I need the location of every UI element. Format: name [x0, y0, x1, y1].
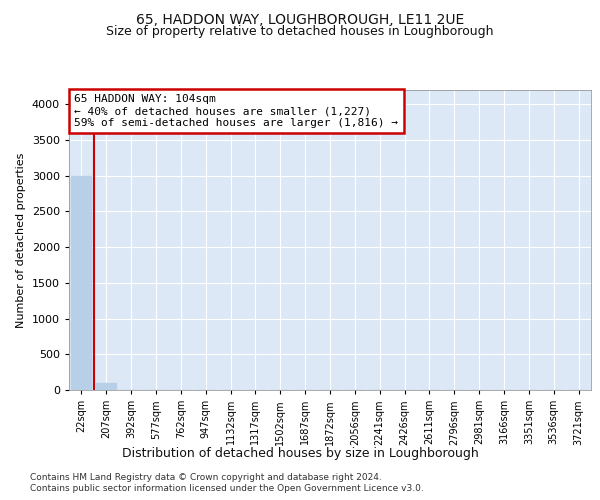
Text: Contains HM Land Registry data © Crown copyright and database right 2024.: Contains HM Land Registry data © Crown c…	[30, 472, 382, 482]
Text: 65, HADDON WAY, LOUGHBOROUGH, LE11 2UE: 65, HADDON WAY, LOUGHBOROUGH, LE11 2UE	[136, 12, 464, 26]
Text: Size of property relative to detached houses in Loughborough: Size of property relative to detached ho…	[106, 25, 494, 38]
Text: Contains public sector information licensed under the Open Government Licence v3: Contains public sector information licen…	[30, 484, 424, 493]
Bar	[71, 176, 92, 390]
Text: Distribution of detached houses by size in Loughborough: Distribution of detached houses by size …	[122, 448, 478, 460]
Text: 65 HADDON WAY: 104sqm
← 40% of detached houses are smaller (1,227)
59% of semi-d: 65 HADDON WAY: 104sqm ← 40% of detached …	[74, 94, 398, 128]
Bar	[96, 383, 117, 390]
Y-axis label: Number of detached properties: Number of detached properties	[16, 152, 26, 328]
